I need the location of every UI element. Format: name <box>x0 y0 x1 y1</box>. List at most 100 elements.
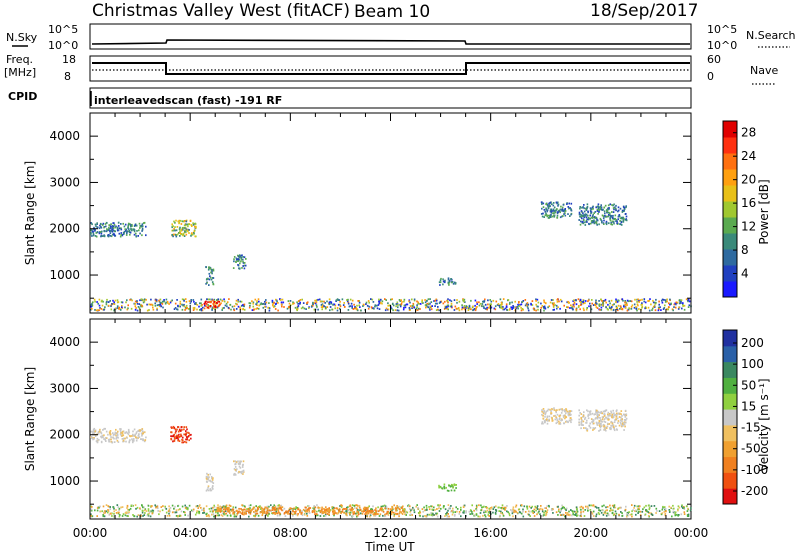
echo-cell <box>502 306 504 308</box>
echo-cell <box>329 306 332 308</box>
echo-cell <box>340 511 342 513</box>
echo-cell <box>608 207 610 209</box>
echo-cell <box>324 509 326 512</box>
echo-cell <box>548 418 550 421</box>
echo-cell <box>108 431 111 434</box>
echo-cell <box>526 505 528 508</box>
echo-cell <box>398 515 400 518</box>
echo-cell <box>688 300 691 303</box>
echo-cell <box>508 514 511 517</box>
echo-cell <box>183 235 186 237</box>
echo-cell <box>604 511 606 513</box>
echo-cell <box>340 512 342 515</box>
echo-cell <box>511 512 514 515</box>
velocity-colorbar-label: Velocity [m s⁻¹] <box>757 378 771 471</box>
echo-cell <box>499 514 501 517</box>
echo-cell <box>544 507 546 509</box>
echo-cell <box>121 434 123 437</box>
echo-cell <box>171 229 173 232</box>
echo-cell <box>97 302 99 305</box>
echo-cell <box>447 277 450 280</box>
echo-cell <box>391 507 394 510</box>
echo-cell <box>599 208 602 211</box>
echo-cell <box>438 486 440 489</box>
echo-cell <box>326 306 329 308</box>
echo-cell <box>176 233 179 236</box>
echo-cell <box>177 438 180 441</box>
echo-cell <box>242 262 245 264</box>
echo-cell <box>480 509 482 512</box>
echo-cell <box>609 504 611 507</box>
echo-cell <box>556 419 559 421</box>
echo-cell <box>102 515 105 518</box>
echo-cell <box>435 513 438 516</box>
echo-cell <box>123 230 126 233</box>
echo-cell <box>575 299 577 301</box>
echo-cell <box>152 308 155 311</box>
echo-cell <box>648 309 651 312</box>
echo-cell <box>374 304 377 307</box>
echo-cell <box>136 515 138 518</box>
echo-cell <box>566 512 569 514</box>
echo-cell <box>527 307 529 310</box>
echo-cell <box>363 508 366 511</box>
echo-cell <box>135 224 138 227</box>
echo-cell <box>260 506 263 509</box>
echo-cell <box>380 507 383 509</box>
x-tick-label: 04:00 <box>173 526 208 540</box>
echo-cell <box>171 223 173 226</box>
echo-cell <box>573 299 575 302</box>
echo-cell <box>588 504 591 507</box>
echo-cell <box>627 512 629 515</box>
echo-cell <box>546 419 549 422</box>
echo-cell <box>624 304 627 306</box>
echo-cell <box>382 505 384 508</box>
echo-cell <box>280 504 283 507</box>
echo-cell <box>164 302 167 305</box>
echo-cell <box>419 308 421 310</box>
echo-cell <box>437 504 440 507</box>
echo-cell <box>447 308 449 311</box>
echo-cell <box>578 409 580 412</box>
echo-cell <box>610 299 613 302</box>
echo-cell <box>613 429 616 432</box>
echo-cell <box>110 223 112 226</box>
echo-cell <box>272 512 274 514</box>
echo-cell <box>92 232 95 235</box>
echo-cell <box>290 507 293 510</box>
echo-cell <box>171 435 173 438</box>
echo-cell <box>219 505 221 508</box>
echo-cell <box>268 509 270 512</box>
echo-cell <box>171 427 173 429</box>
echo-cell <box>395 509 397 512</box>
echo-cell <box>95 235 98 238</box>
echo-cell <box>577 306 580 308</box>
echo-cell <box>268 307 271 310</box>
echo-cell <box>341 510 344 513</box>
echo-cell <box>376 307 379 310</box>
echo-cell <box>612 514 615 517</box>
echo-cell <box>357 511 360 514</box>
echo-cell <box>213 305 215 308</box>
echo-cell <box>598 305 601 307</box>
echo-cell <box>474 514 477 517</box>
echo-cell <box>302 306 304 309</box>
echo-cell <box>196 304 199 306</box>
echo-cell <box>123 437 125 440</box>
echo-cell <box>111 230 114 233</box>
echo-cell <box>672 510 675 513</box>
echo-cell <box>546 422 549 425</box>
echo-cell <box>648 299 650 302</box>
echo-cell <box>680 513 683 516</box>
echo-cell <box>109 432 111 435</box>
echo-cell <box>560 509 562 512</box>
colorbar-tick-label: 200 <box>741 336 764 350</box>
echo-cell <box>130 504 133 507</box>
echo-cell <box>213 304 215 307</box>
echo-cell <box>232 506 235 509</box>
echo-cell <box>236 258 238 261</box>
echo-cell <box>392 302 394 305</box>
echo-cell <box>656 510 658 512</box>
echo-cell <box>365 514 368 517</box>
cpid-row: CPID interleavedscan (fast) -191 RF <box>8 87 692 109</box>
